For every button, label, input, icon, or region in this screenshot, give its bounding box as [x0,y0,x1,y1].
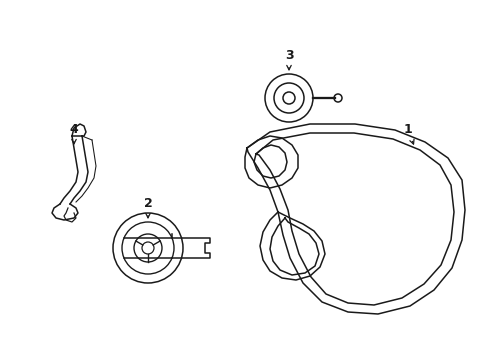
Text: 3: 3 [284,49,293,70]
Text: 2: 2 [143,197,152,218]
Text: 1: 1 [403,123,413,144]
Text: 4: 4 [69,123,78,144]
